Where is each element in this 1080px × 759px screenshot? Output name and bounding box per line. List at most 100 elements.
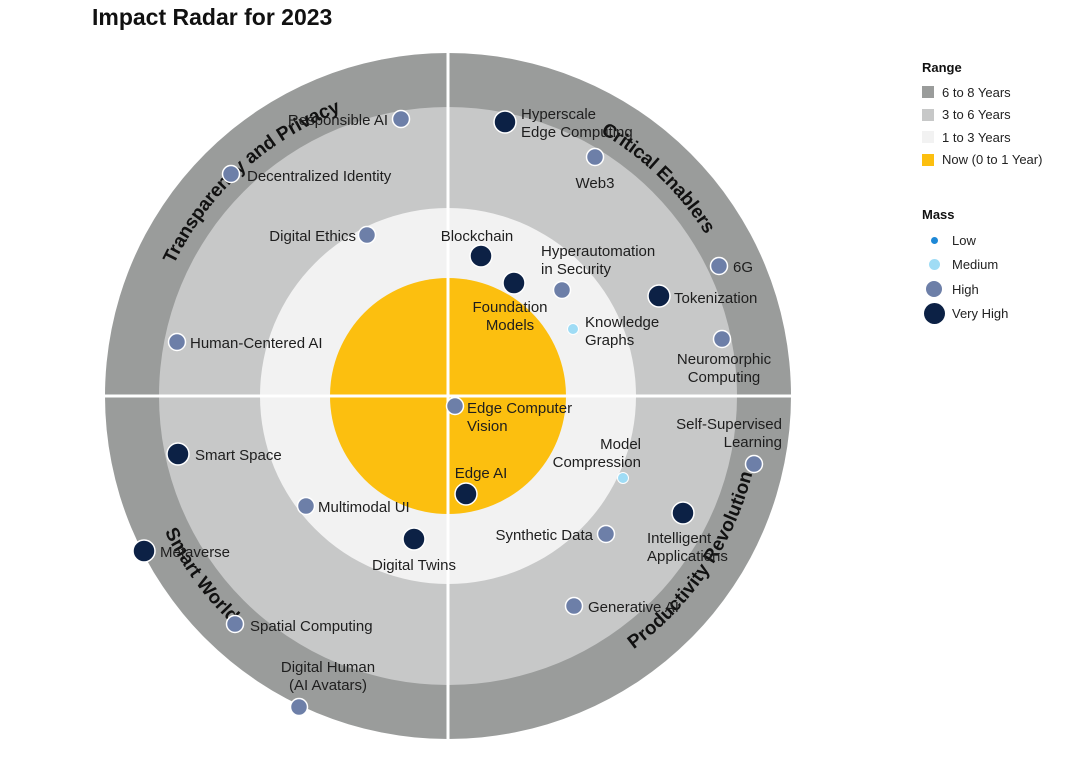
tech-knowledge-graphs: Knowledge Graphs [567,314,659,349]
range-legend-label: 3 to 6 Years [942,107,1011,123]
tech-dot-very-high [647,284,671,308]
tech-dot-high [709,256,729,276]
tech-decentralized-identity: Decentralized Identity [221,164,392,185]
tech-label: Responsible AI [288,112,388,129]
tech-label: Digital Twins [372,557,456,574]
tech-smart-space: Smart Space [166,442,282,466]
mass-legend: Mass Low Medium High Very High [922,207,1008,326]
mass-legend-label: Low [952,232,976,248]
range-legend-item: 6 to 8 Years [922,81,1042,104]
tech-label: Intelligent Applications [647,530,728,565]
tech-responsible-ai: Responsible AI [288,109,411,129]
tech-model-compression: Model Compression [553,436,641,484]
tech-label: 6G [733,259,753,276]
tech-dot-high [357,225,377,245]
tech-dot-medium [617,472,629,484]
range-swatch [922,108,934,121]
tech-dot-medium [567,323,579,335]
tech-dot-high [744,454,764,474]
tech-synthetic-data: Synthetic Data [495,524,616,544]
tech-dot-high [445,396,465,416]
mass-legend-item: High [922,277,1008,302]
tech-intelligent-applications: Intelligent Applications [647,501,728,565]
range-swatch [922,153,934,166]
range-swatch [922,86,934,99]
tech-label: Spatial Computing [250,618,373,635]
tech-neuromorphic-computing: Neuromorphic Computing [677,329,772,386]
tech-digital-ethics: Digital Ethics [269,225,377,245]
tech-digital-twins: Digital Twins [372,527,456,574]
tech-dot-high [585,147,605,167]
tech-self-supervised-learning: Self-Supervised Learning [676,416,782,474]
tech-edge-ai: Edge AI [454,465,508,506]
tech-label: Digital Ethics [269,228,356,245]
tech-label: Web3 [576,175,615,192]
page-title: Impact Radar for 2023 [92,4,333,30]
tech-dot-very-high [493,110,517,134]
range-legend: Range 6 to 8 Years 3 to 6 Years 1 to 3 Yea… [922,60,1042,171]
tech-label: Metaverse [160,544,230,561]
tech-dot-high [391,109,411,129]
tech-metaverse: Metaverse [132,539,230,563]
tech-label: Smart Space [195,447,282,464]
tech-dot-high [564,596,584,616]
tech-label: Hyperautomation in Security [541,243,655,278]
range-legend-label: 1 to 3 Years [942,129,1011,145]
tech-dot-very-high [166,442,190,466]
tech-dot-very-high [671,501,695,525]
mass-legend-item: Medium [922,253,1008,278]
mass-dot-medium [928,259,940,271]
tech-multimodal-ui: Multimodal UI [296,496,410,516]
tech-dot-high [296,496,316,516]
tech-label: Synthetic Data [495,527,593,544]
tech-label: Multimodal UI [318,499,410,516]
tech-dot-very-high [402,527,426,551]
range-legend-label: Now (0 to 1 Year) [942,152,1043,168]
tech-6g: 6G [709,256,753,276]
mass-legend-item: Low [922,228,1008,253]
range-legend-item: Now (0 to 1 Year) [922,149,1042,172]
tech-label: Blockchain [441,228,514,245]
tech-label: Edge AI [455,465,508,482]
tech-hyperautomation-in-security: Hyperautomation in Security [541,243,655,300]
mass-legend-title: Mass [922,207,955,222]
tech-label: Foundation Models [472,299,547,334]
tech-label: Decentralized Identity [247,168,392,185]
tech-blockchain: Blockchain [441,228,514,268]
tech-dot-very-high [502,271,526,295]
tech-label: Digital Human (AI Avatars) [281,659,375,694]
tech-label: Tokenization [674,290,757,307]
tech-human-centered-ai: Human-Centered AI [167,332,323,352]
mass-legend-label: High [952,281,979,297]
tech-dot-high [167,332,187,352]
range-legend-item: 3 to 6 Years [922,104,1042,127]
tech-label: Generative AI [588,599,679,616]
tech-dot-high [596,524,616,544]
tech-dot-very-high [469,244,493,268]
tech-dot-high [221,164,241,184]
tech-dot-high [712,329,732,349]
mass-dot-low [930,236,938,244]
tech-label: Self-Supervised Learning [676,416,782,451]
tech-label: Model Compression [553,436,641,471]
mass-legend-label: Medium [952,257,999,273]
range-legend-item: 1 to 3 Years [922,126,1042,149]
tech-tokenization: Tokenization [647,284,757,308]
mass-legend-item: Very High [922,302,1008,327]
range-swatch [922,131,934,144]
tech-label: Knowledge Graphs [585,314,659,349]
tech-web3: Web3 [576,147,615,192]
tech-label: Neuromorphic Computing [677,351,772,386]
tech-foundation-models: Foundation Models [472,271,548,334]
tech-dot-very-high [132,539,156,563]
mass-legend-label: Very High [952,306,1009,322]
tech-spatial-computing: Spatial Computing [225,614,373,635]
tech-dot-very-high [454,482,478,506]
tech-label: Edge Computer Vision [467,400,572,435]
tech-hyperscale-edge-computing: Hyperscale Edge Computing [493,106,633,141]
tech-label: Hyperscale Edge Computing [521,106,633,141]
tech-label: Human-Centered AI [190,335,323,352]
mass-dot-high [926,281,942,298]
tech-dot-high [552,280,572,300]
